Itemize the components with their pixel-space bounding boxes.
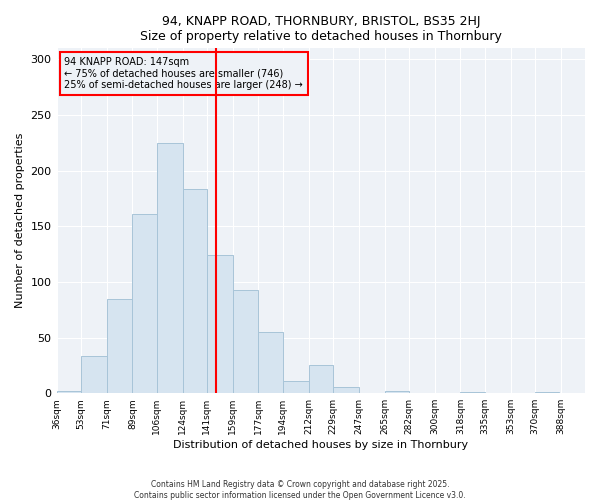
Bar	[56, 391, 81, 393]
Bar	[283, 381, 308, 393]
Y-axis label: Number of detached properties: Number of detached properties	[15, 133, 25, 308]
Bar	[133, 214, 157, 393]
X-axis label: Distribution of detached houses by size in Thornbury: Distribution of detached houses by size …	[173, 440, 469, 450]
Bar	[233, 290, 259, 393]
Title: 94, KNAPP ROAD, THORNBURY, BRISTOL, BS35 2HJ
Size of property relative to detach: 94, KNAPP ROAD, THORNBURY, BRISTOL, BS35…	[140, 15, 502, 43]
Bar	[535, 392, 559, 393]
Bar	[460, 392, 485, 393]
Bar	[81, 356, 107, 393]
Bar	[385, 391, 409, 393]
Bar	[333, 386, 359, 393]
Bar	[157, 143, 182, 393]
Bar	[259, 332, 283, 393]
Text: Contains HM Land Registry data © Crown copyright and database right 2025.
Contai: Contains HM Land Registry data © Crown c…	[134, 480, 466, 500]
Bar	[182, 188, 207, 393]
Text: 94 KNAPP ROAD: 147sqm
← 75% of detached houses are smaller (746)
25% of semi-det: 94 KNAPP ROAD: 147sqm ← 75% of detached …	[64, 57, 303, 90]
Bar	[308, 366, 333, 393]
Bar	[207, 256, 233, 393]
Bar	[107, 298, 133, 393]
